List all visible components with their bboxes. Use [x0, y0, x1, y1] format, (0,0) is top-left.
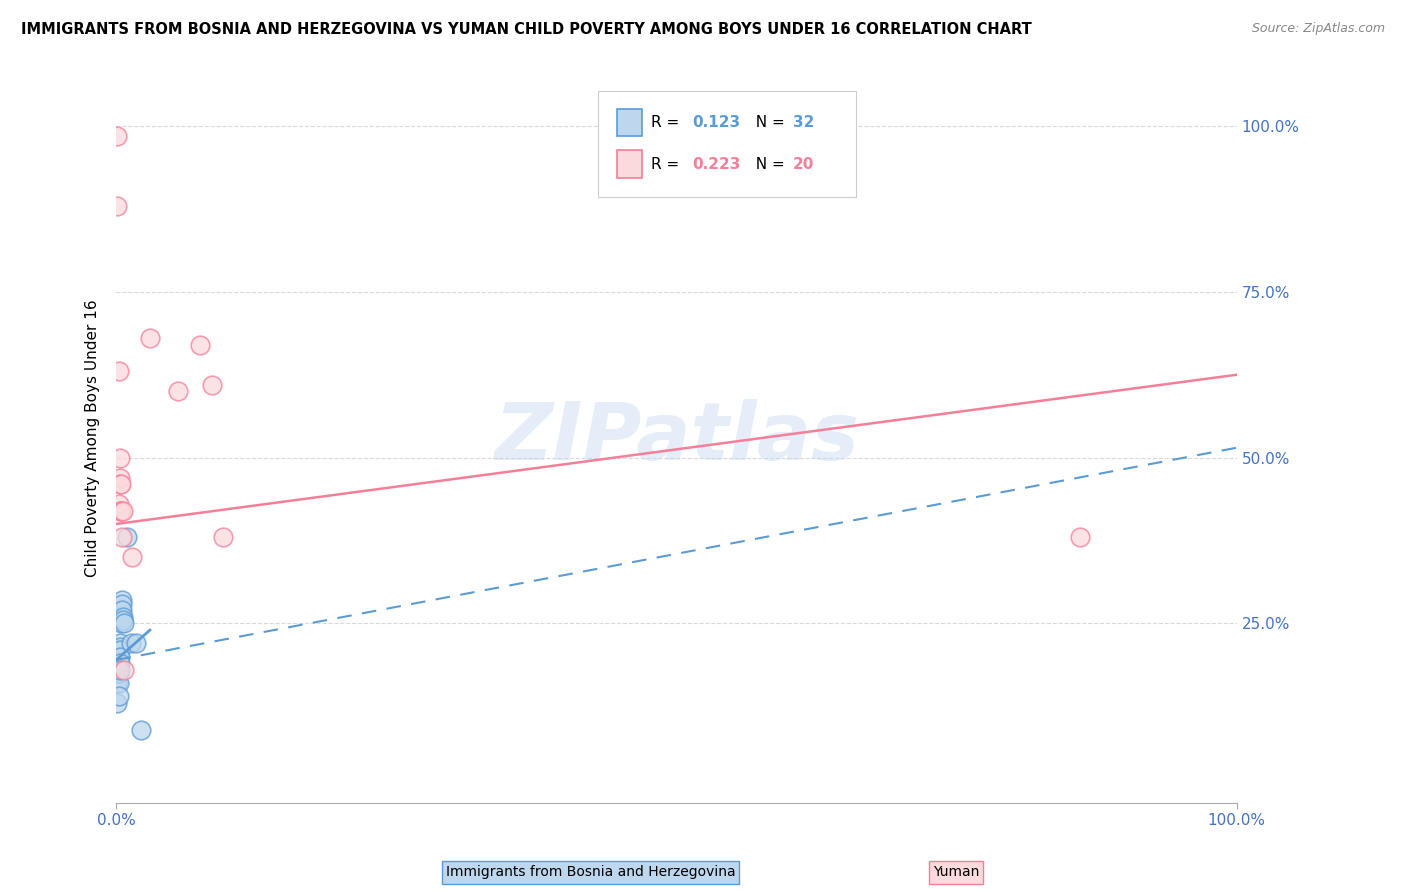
- Text: 0.223: 0.223: [692, 157, 741, 171]
- Point: [105, 128, 128, 143]
- Point: [108, 640, 131, 654]
- Text: N =: N =: [747, 157, 790, 171]
- Y-axis label: Child Poverty Among Boys Under 16: Child Poverty Among Boys Under 16: [86, 299, 100, 576]
- Point: [105, 696, 128, 710]
- Point: [105, 666, 128, 681]
- Point: [105, 649, 128, 664]
- Point: [167, 384, 190, 399]
- Point: [110, 504, 132, 518]
- Point: [188, 338, 211, 352]
- Text: ZIPatlas: ZIPatlas: [494, 399, 859, 476]
- Bar: [617, 151, 641, 178]
- Point: [108, 504, 131, 518]
- Text: R =: R =: [651, 157, 683, 171]
- Text: IMMIGRANTS FROM BOSNIA AND HERZEGOVINA VS YUMAN CHILD POVERTY AMONG BOYS UNDER 1: IMMIGRANTS FROM BOSNIA AND HERZEGOVINA V…: [21, 22, 1032, 37]
- Point: [111, 610, 134, 624]
- Point: [120, 636, 142, 650]
- Point: [112, 663, 135, 677]
- Text: N =: N =: [747, 115, 790, 130]
- Point: [200, 377, 222, 392]
- Point: [111, 603, 134, 617]
- Point: [107, 690, 129, 704]
- Text: 0.123: 0.123: [692, 115, 741, 130]
- Point: [110, 616, 132, 631]
- Point: [111, 593, 134, 607]
- Point: [107, 497, 129, 511]
- Point: [107, 649, 129, 664]
- Point: [117, 530, 139, 544]
- Text: Immigrants from Bosnia and Herzegovina: Immigrants from Bosnia and Herzegovina: [446, 865, 735, 880]
- Point: [111, 613, 134, 627]
- Point: [105, 199, 128, 213]
- Point: [108, 470, 131, 484]
- Point: [108, 477, 131, 491]
- Point: [112, 616, 135, 631]
- Point: [110, 610, 132, 624]
- Point: [110, 477, 132, 491]
- Point: [111, 597, 134, 611]
- Point: [111, 504, 134, 518]
- Text: R =: R =: [651, 115, 683, 130]
- Point: [107, 666, 129, 681]
- Point: [110, 607, 132, 621]
- Point: [110, 603, 132, 617]
- Point: [105, 657, 128, 671]
- Point: [107, 663, 129, 677]
- Text: 20: 20: [793, 157, 814, 171]
- Text: 32: 32: [793, 115, 814, 130]
- Point: [107, 364, 129, 378]
- Point: [111, 530, 134, 544]
- Point: [108, 663, 131, 677]
- Point: [1069, 530, 1091, 544]
- Text: Yuman: Yuman: [934, 865, 979, 880]
- Point: [107, 643, 129, 657]
- Point: [108, 450, 131, 465]
- Point: [105, 676, 128, 690]
- Point: [108, 657, 131, 671]
- Bar: [617, 109, 641, 136]
- Point: [211, 530, 233, 544]
- Point: [107, 657, 129, 671]
- Point: [129, 723, 152, 737]
- Point: [108, 636, 131, 650]
- Text: Source: ZipAtlas.com: Source: ZipAtlas.com: [1251, 22, 1385, 36]
- FancyBboxPatch shape: [598, 91, 856, 197]
- Point: [125, 636, 148, 650]
- Point: [108, 649, 131, 664]
- Point: [107, 676, 129, 690]
- Point: [121, 550, 143, 565]
- Point: [139, 331, 162, 345]
- Point: [108, 643, 131, 657]
